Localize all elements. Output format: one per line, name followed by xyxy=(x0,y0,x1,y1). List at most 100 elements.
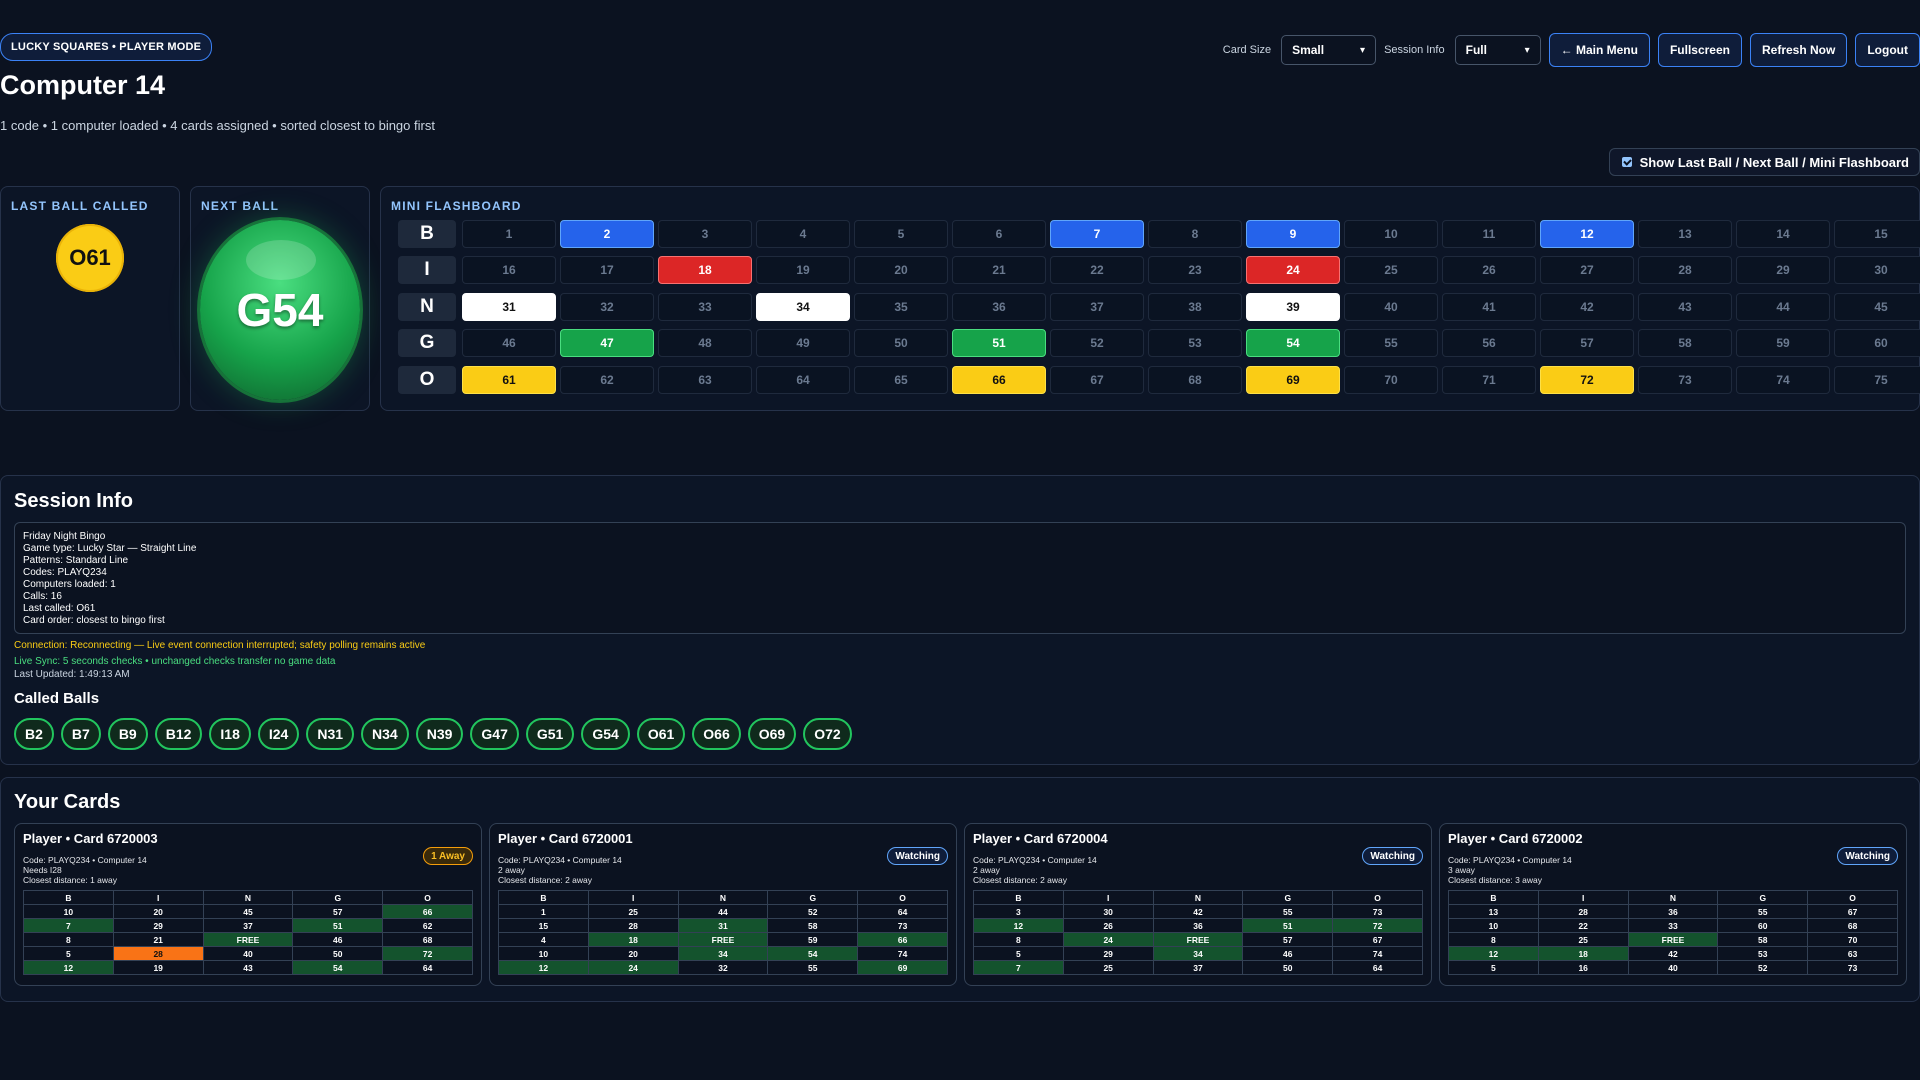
flashboard-cell: 29 xyxy=(1736,256,1830,284)
card-cell: 37 xyxy=(1152,960,1244,975)
flashboard-letter: G xyxy=(398,329,456,357)
flashboard-cell: 46 xyxy=(462,329,556,357)
card-cell: 58 xyxy=(1717,932,1809,947)
card-column-header: N xyxy=(1152,890,1244,905)
card-column-header: G xyxy=(1717,890,1809,905)
card-cell: 36 xyxy=(1627,904,1719,919)
card-cell: 30 xyxy=(1062,904,1154,919)
card-cell: 10 xyxy=(23,904,114,919)
flashboard-cell: 56 xyxy=(1442,329,1536,357)
card-meta-line: Closest distance: 1 away xyxy=(23,875,118,885)
flashboard-cell: 15 xyxy=(1834,220,1920,248)
flashboard-cell: 30 xyxy=(1834,256,1920,284)
card-title: Player • Card 6720001 xyxy=(498,831,633,846)
card-cell: 13 xyxy=(1448,904,1539,919)
card-size-select[interactable]: Small ▾ xyxy=(1281,35,1377,65)
last-ball-label: LAST BALL CALLED xyxy=(11,199,149,213)
refresh-now-button[interactable]: Refresh Now xyxy=(1749,33,1848,67)
card-cell: 3 xyxy=(973,904,1064,919)
flashboard-cell: 53 xyxy=(1148,329,1242,357)
card-column-header: B xyxy=(1448,890,1539,905)
card-cell: 50 xyxy=(292,946,384,961)
flashboard-cell: 7 xyxy=(1050,220,1144,248)
card-cell: 28 xyxy=(112,946,204,961)
flashboard-cell: 34 xyxy=(756,293,850,321)
show-flashboard-toggle[interactable]: Show Last Ball / Next Ball / Mini Flashb… xyxy=(1608,148,1920,176)
called-ball-chip: I18 xyxy=(209,718,251,750)
card-column-header: N xyxy=(1627,890,1719,905)
bingo-card[interactable]: Player • Card 6720002 Watching Code: PLAYQ… xyxy=(1439,823,1907,986)
card-cell: 50 xyxy=(1242,960,1334,975)
card-meta-line: 2 away xyxy=(498,865,525,875)
session-info-line: Calls: 16 xyxy=(23,591,62,602)
card-cell: 8 xyxy=(973,932,1064,947)
card-cell: 12 xyxy=(498,960,589,975)
flashboard-cell: 23 xyxy=(1148,256,1242,284)
flashboard-cell: 1 xyxy=(462,220,556,248)
card-cell: 40 xyxy=(1627,960,1719,975)
card-title: Player • Card 6720004 xyxy=(973,831,1108,846)
flashboard-cell: 41 xyxy=(1442,293,1536,321)
flashboard-cell: 39 xyxy=(1246,293,1340,321)
card-cell: 25 xyxy=(1537,932,1629,947)
card-cell: 12 xyxy=(973,918,1064,933)
card-meta-line: Closest distance: 2 away xyxy=(973,875,1068,885)
card-cell: 53 xyxy=(1717,946,1809,961)
last-updated: Last Updated: 1:49:13 AM xyxy=(14,669,130,680)
card-column-header: G xyxy=(1242,890,1334,905)
bingo-card[interactable]: Player • Card 6720003 1 Away Code: PLAYQ23… xyxy=(14,823,482,986)
flashboard-cell: 31 xyxy=(462,293,556,321)
called-ball-chip: B9 xyxy=(107,718,148,750)
card-cell: 25 xyxy=(587,904,679,919)
card-grid: B I N G O 13 28 36 55 67 10 22 33 60 68 8 25 FREE 58 70 12 18… xyxy=(1448,890,1898,975)
card-cell: 1 xyxy=(498,904,589,919)
card-meta-line: Needs I28 xyxy=(23,865,62,875)
card-cell: 24 xyxy=(1062,932,1154,947)
called-ball-chip: O72 xyxy=(803,718,852,750)
card-cell: 19 xyxy=(112,960,204,975)
flashboard-cell: 28 xyxy=(1638,256,1732,284)
flashboard-cell: 33 xyxy=(658,293,752,321)
card-meta-line: Code: PLAYQ234 • Computer 14 xyxy=(1448,855,1572,865)
flashboard-cell: 4 xyxy=(756,220,850,248)
flashboard-cell: 57 xyxy=(1540,329,1634,357)
session-info-label: Session Info xyxy=(1384,44,1445,56)
card-title: Player • Card 6720003 xyxy=(23,831,158,846)
flashboard-cell: 14 xyxy=(1736,220,1830,248)
last-ball: O61 xyxy=(56,224,124,292)
flashboard-cell: 37 xyxy=(1050,293,1144,321)
card-column-header: O xyxy=(857,890,948,905)
card-cell: 68 xyxy=(382,932,473,947)
bingo-card[interactable]: Player • Card 6720001 Watching Code: PLAYQ… xyxy=(489,823,957,986)
main-menu-button[interactable]: ← Main Menu xyxy=(1548,33,1650,67)
flashboard-letter: O xyxy=(398,366,456,394)
flashboard-cell: 73 xyxy=(1638,366,1732,394)
page-subtitle: 1 code • 1 computer loaded • 4 cards ass… xyxy=(0,118,435,133)
card-meta: Code: PLAYQ234 • Computer 14 Needs I28 Clo… xyxy=(23,855,147,885)
card-cell: 51 xyxy=(1242,918,1334,933)
card-grid: B I N G O 1 25 44 52 64 15 28 31 58 73 4 18 FREE 59 66 10 20 3… xyxy=(498,890,948,975)
bingo-card[interactable]: Player • Card 6720004 Watching Code: PLAYQ… xyxy=(964,823,1432,986)
card-cell: 72 xyxy=(382,946,473,961)
called-balls-title: Called Balls xyxy=(14,690,100,707)
flashboard-cell: 16 xyxy=(462,256,556,284)
flashboard-cell: 51 xyxy=(952,329,1046,357)
card-cell: 22 xyxy=(1537,918,1629,933)
logout-button[interactable]: Logout xyxy=(1855,33,1920,67)
called-ball-chip: B7 xyxy=(60,718,101,750)
checkbox-checked-icon[interactable] xyxy=(1621,157,1632,167)
card-column-header: I xyxy=(112,890,204,905)
card-cell: 43 xyxy=(202,960,294,975)
session-info-title: Session Info xyxy=(14,490,133,512)
next-ball: G54 xyxy=(200,220,360,400)
card-cell: 26 xyxy=(1062,918,1154,933)
flashboard-cell: 69 xyxy=(1246,366,1340,394)
card-cell: 46 xyxy=(1242,946,1334,961)
card-cell: 66 xyxy=(857,932,948,947)
fullscreen-button[interactable]: Fullscreen xyxy=(1657,33,1742,67)
card-cell: 10 xyxy=(498,946,589,961)
flashboard-cell: 22 xyxy=(1050,256,1144,284)
chevron-down-icon: ▾ xyxy=(1360,44,1366,56)
session-info-select[interactable]: Full ▾ xyxy=(1454,35,1541,65)
flashboard-cell: 36 xyxy=(952,293,1046,321)
